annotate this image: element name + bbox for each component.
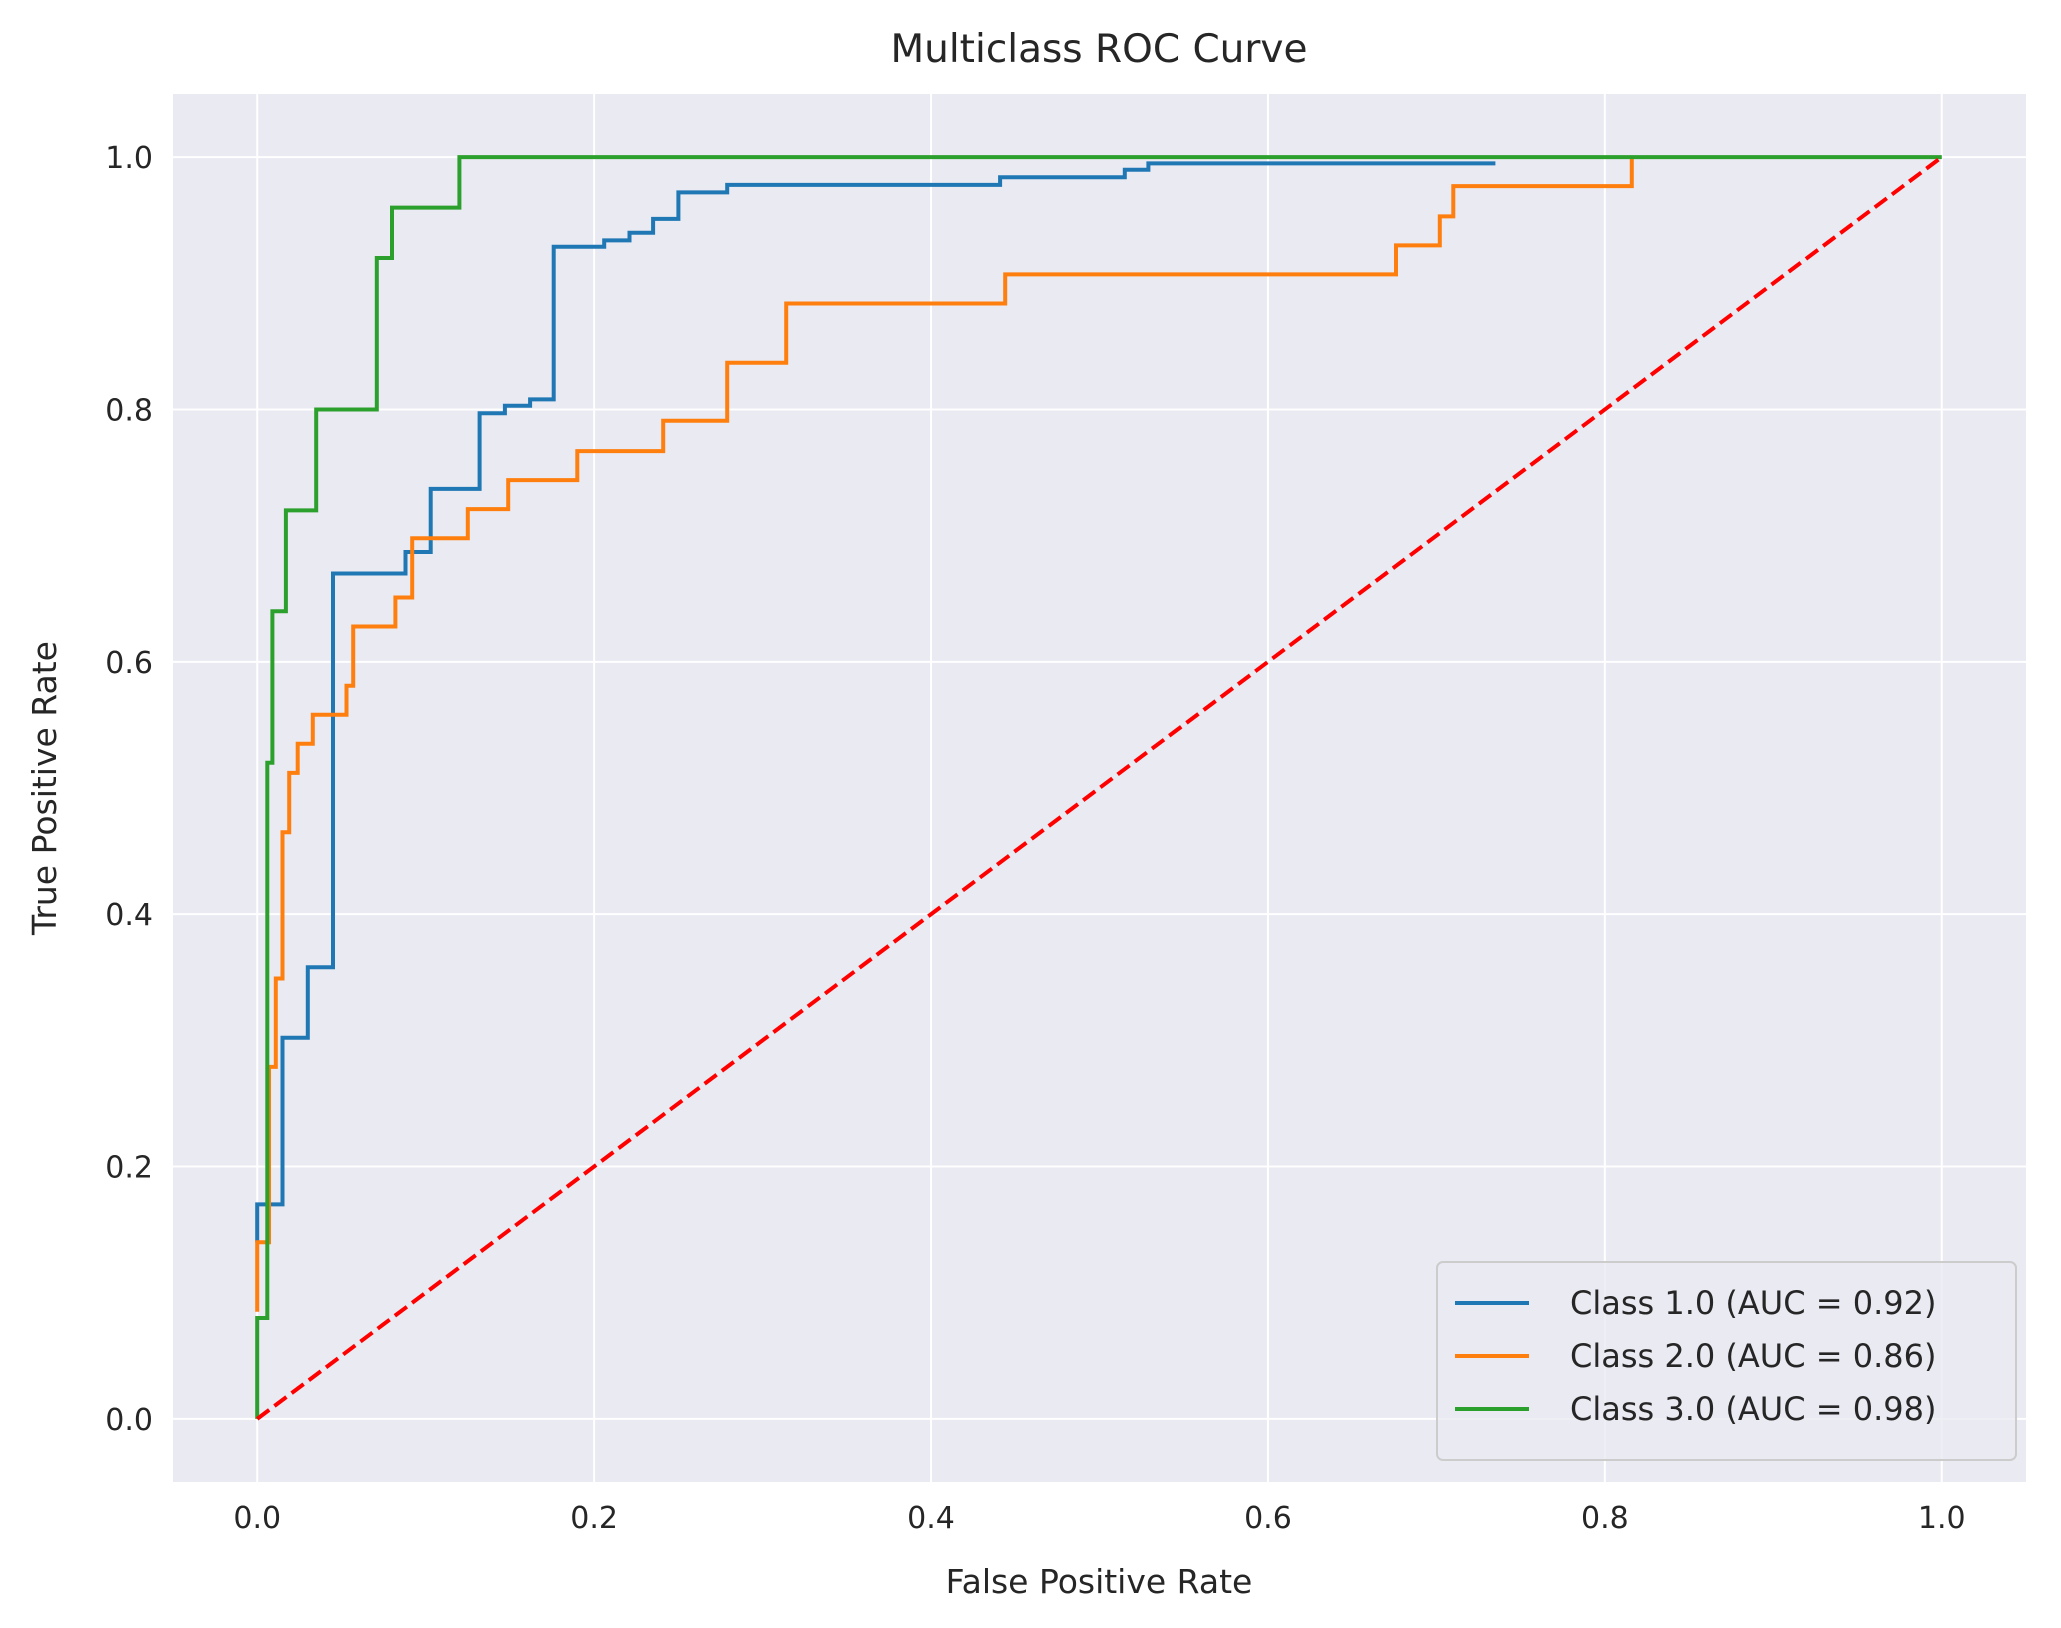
y-tick-label: 0.6 <box>105 646 153 681</box>
tick-labels: 0.0 0.2 0.4 0.6 0.8 1.0 0.0 0.2 0.4 0.6 0.8 1.0 <box>105 141 1965 1536</box>
legend-label: Class 2.0 (AUC = 0.86) <box>1570 1337 1936 1375</box>
grid <box>173 94 2026 1482</box>
y-tick-label: 0.2 <box>105 1151 153 1186</box>
y-tick-label: 0.0 <box>105 1403 153 1438</box>
series-lines <box>255 155 1943 1421</box>
legend-label: Class 1.0 (AUC = 0.92) <box>1570 1284 1936 1322</box>
y-tick-label: 0.8 <box>105 393 153 428</box>
y-tick-label: 0.4 <box>105 898 153 933</box>
legend-box <box>1436 1261 2017 1461</box>
x-tick-label: 1.0 <box>1918 1501 1966 1536</box>
x-tick-label: 0.4 <box>907 1501 955 1536</box>
x-tick-label: 0.6 <box>1244 1501 1292 1536</box>
y-axis-label: True Positive Rate <box>25 641 64 936</box>
x-tick-label: 0.8 <box>1581 1501 1629 1536</box>
roc-line-class-2 <box>255 157 1634 1312</box>
x-tick-label: 0.0 <box>233 1501 281 1536</box>
legend-label: Class 3.0 (AUC = 0.98) <box>1570 1390 1936 1428</box>
chart-title: Multiclass ROC Curve <box>890 27 1307 72</box>
roc-line-class-3 <box>255 155 1942 1419</box>
roc-line-class-1 <box>255 161 1496 1243</box>
legend: Class 1.0 (AUC = 0.92) Class 2.0 (AUC = 0… <box>1436 1261 2017 1461</box>
x-tick-label: 0.2 <box>570 1501 618 1536</box>
chance-line-diagonal <box>256 155 1943 1421</box>
y-tick-label: 1.0 <box>105 141 153 176</box>
x-axis-label: False Positive Rate <box>946 1562 1253 1601</box>
